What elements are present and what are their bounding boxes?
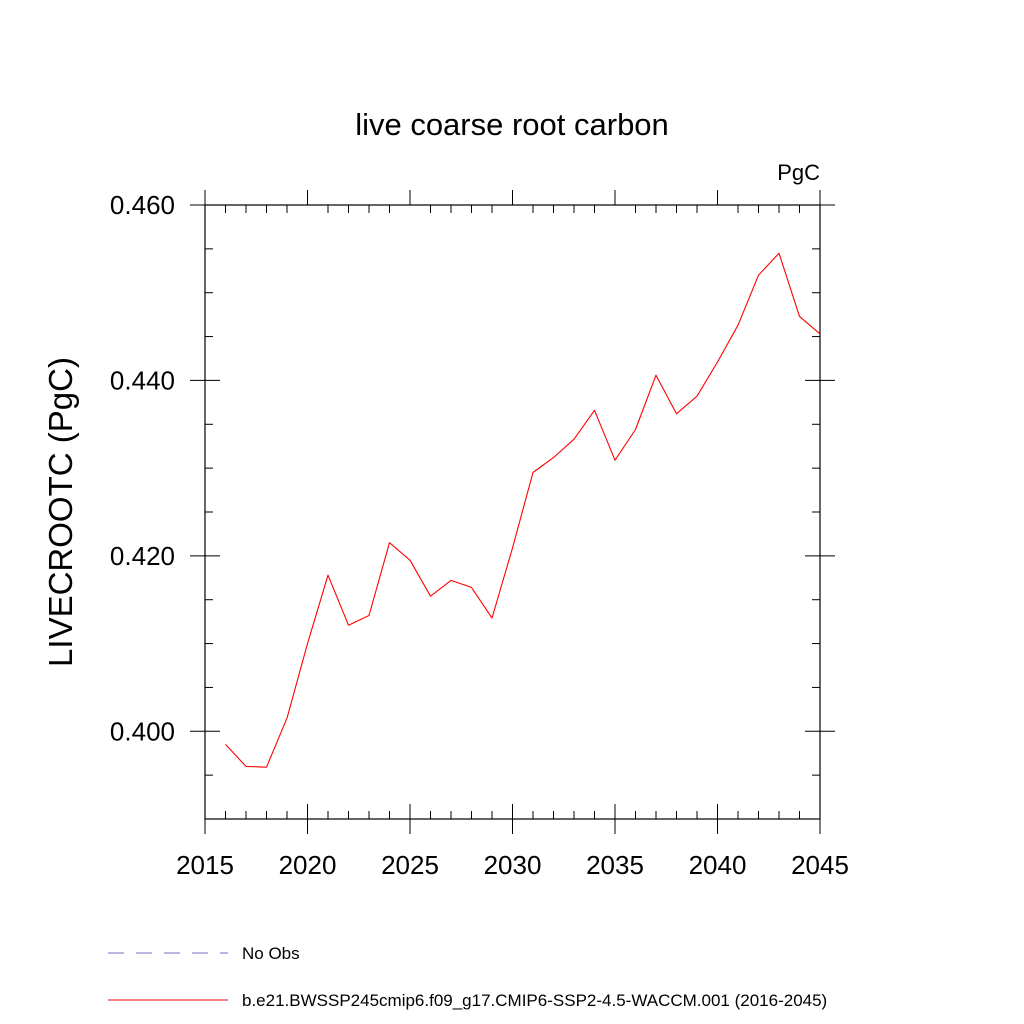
plot-frame xyxy=(204,204,821,820)
y-tick-label: 0.460 xyxy=(110,190,175,220)
x-tick-label: 2020 xyxy=(279,850,337,880)
x-tick-label: 2045 xyxy=(791,850,849,880)
legend-label: No Obs xyxy=(242,944,300,963)
units-label: PgC xyxy=(777,160,820,185)
y-tick-label: 0.400 xyxy=(110,716,175,746)
chart-title: live coarse root carbon xyxy=(355,107,669,142)
series-line xyxy=(225,252,821,768)
axis-ticks: 2015 2020 2025 2030 2035 2040 2045 0.400 0.420 0.… xyxy=(110,190,849,880)
legend: No Obs b.e21.BWSSP245cmip6.f09_g17.CMIP6-… xyxy=(108,944,827,1010)
x-tick-label: 2035 xyxy=(586,850,644,880)
x-tick-label: 2040 xyxy=(689,850,747,880)
series-layer xyxy=(225,252,821,768)
x-tick-label: 2025 xyxy=(381,850,439,880)
y-tick-label: 0.440 xyxy=(110,365,175,395)
x-tick-label: 2015 xyxy=(176,850,234,880)
legend-label: b.e21.BWSSP245cmip6.f09_g17.CMIP6-SSP2-4… xyxy=(242,991,827,1010)
y-axis-label: LIVECROOTC (PgC) xyxy=(42,357,79,667)
y-tick-label: 0.420 xyxy=(110,541,175,571)
x-tick-label: 2030 xyxy=(484,850,542,880)
